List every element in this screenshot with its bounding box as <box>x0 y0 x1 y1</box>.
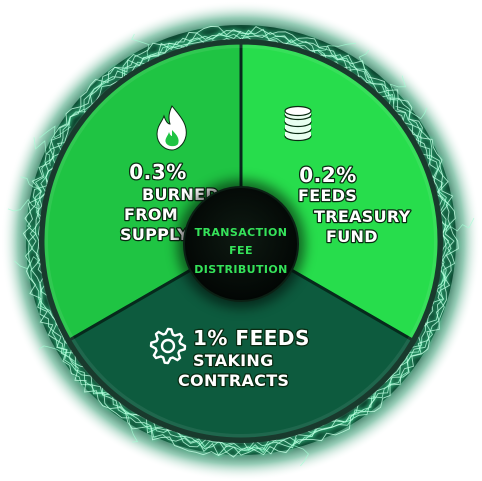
lightning-spark <box>445 217 475 233</box>
slice-label-staking-line-2: CONTRACTS <box>178 371 289 390</box>
lightning-spark <box>14 256 38 270</box>
slice-label-staking-line-1: STAKING <box>193 351 274 370</box>
lightning-spark <box>131 33 150 59</box>
gear-icon <box>149 327 187 365</box>
flame-icon <box>156 105 187 151</box>
slice-pct-label-staking: 1% FEEDS <box>193 326 310 350</box>
lightning-spark <box>395 106 428 120</box>
lightning-spark <box>7 198 39 212</box>
slice-label-treasury-line-2: TREASURY <box>314 207 411 226</box>
slice-pct-label-burn: 0.3% <box>129 160 186 184</box>
lightning-bolt <box>27 30 456 456</box>
coin-stack-icon <box>284 105 312 142</box>
slice-labels: 0.3%BURNEDFROMSUPPLY0.2%FEEDSTREASURYFUN… <box>119 105 412 391</box>
lightning-bolt <box>22 25 459 458</box>
slice-pct-label-treasury: 0.2% <box>299 163 356 187</box>
center-disc <box>183 186 299 302</box>
pie-slice-staking <box>67 239 415 441</box>
lightning-spark <box>358 49 372 83</box>
lightning-spark <box>316 42 357 51</box>
slice-label-treasury-line-3: FUND <box>326 227 378 246</box>
center-label-line-2: FEE <box>229 244 253 257</box>
lightning-spark <box>39 125 72 139</box>
lightning-spark <box>292 437 309 467</box>
lightning-spark <box>122 407 139 443</box>
slice-label-treasury-line-1: FEEDS <box>298 186 357 205</box>
slice-label-burn-line-2: FROM <box>124 205 178 224</box>
lightning-spark <box>33 137 51 167</box>
center-label-line-1: TRANSACTION <box>195 226 288 239</box>
lightning-spark <box>20 176 43 193</box>
lightning-spark <box>389 75 407 105</box>
pie-shine <box>38 38 444 444</box>
center-label-line-3: DISTRIBUTION <box>194 263 287 276</box>
lightning-spark <box>38 345 76 362</box>
slice-label-burn-line-3: SUPPLY <box>120 225 189 244</box>
